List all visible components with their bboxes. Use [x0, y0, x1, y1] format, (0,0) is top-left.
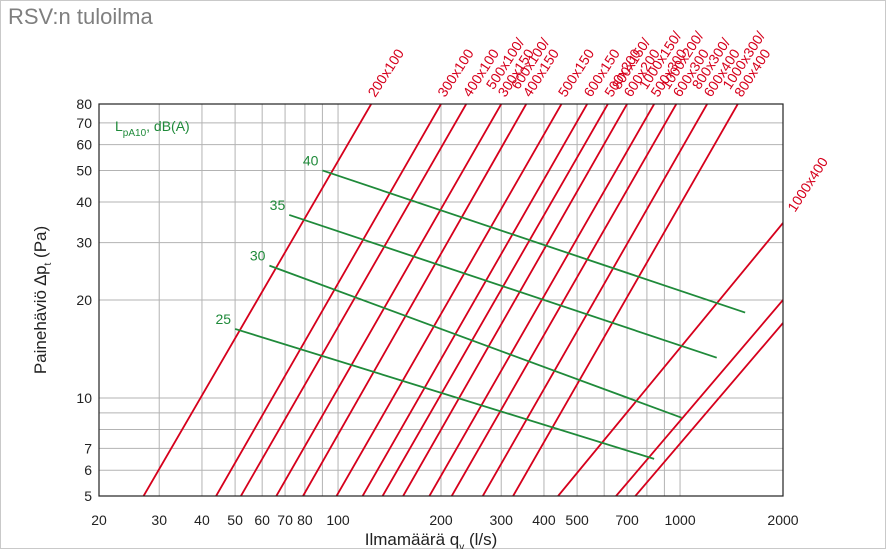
x-tick-label: 700: [615, 512, 639, 528]
noise-label-25: 25: [216, 311, 232, 327]
duct-line-3: [240, 104, 467, 496]
duct-line-2: [215, 104, 442, 496]
duct-line-15: [615, 299, 783, 496]
duct-line-6: [335, 104, 563, 496]
x-tick-label: 50: [227, 512, 243, 528]
noise-line-35: [288, 214, 717, 359]
x-axis-title: Ilmamäärä qv (l/s): [365, 530, 498, 549]
noise-line-40: [322, 169, 746, 314]
y-tick-label: 50: [76, 162, 92, 178]
x-tick-label: 30: [151, 512, 167, 528]
duct-line-4: [275, 104, 503, 496]
x-tick-label: 200: [429, 512, 453, 528]
duct-label-1000x400: 1000x400: [784, 154, 831, 214]
x-tick-label: 300: [490, 512, 514, 528]
y-tick-label: 40: [76, 194, 92, 210]
plot-border: [98, 103, 784, 497]
duct-line-1: [142, 104, 372, 496]
y-tick-label: 80: [76, 96, 92, 112]
y-tick-label: 60: [76, 137, 92, 153]
x-tick-label: 400: [532, 512, 556, 528]
x-tick-label: 40: [194, 512, 210, 528]
duct-line-16: [634, 322, 783, 496]
x-tick-label: 20: [91, 512, 107, 528]
x-tick-label: 70: [277, 512, 293, 528]
x-tick-label: 2000: [767, 512, 798, 528]
x-tick-label: 1000: [664, 512, 695, 528]
duct-line-11: [450, 104, 678, 496]
duct-line-12: [482, 104, 708, 496]
x-tick-label: 60: [254, 512, 270, 528]
y-tick-label: 20: [76, 292, 92, 308]
grid: [98, 103, 784, 497]
y-tick-label: 7: [84, 440, 92, 456]
noise-line-25: [234, 328, 655, 460]
duct-line-7: [361, 104, 588, 496]
y-tick-label: 6: [84, 462, 92, 478]
x-tick-label: 100: [326, 512, 350, 528]
duct-line-9: [402, 104, 628, 496]
axes: [98, 103, 784, 497]
duct-line-13: [512, 104, 739, 496]
series-lines: [142, 104, 783, 496]
noise-label-35: 35: [270, 197, 286, 213]
labels: 20 30 40 50 60 70 80 100 200 300 400 500 700 1000 2000…: [31, 28, 831, 549]
y-tick-label: 70: [76, 115, 92, 131]
y-axis-title: Painehäviö ∆pt (Pa): [31, 226, 54, 374]
y-tick-label: 5: [84, 488, 92, 504]
noise-label-30: 30: [250, 248, 266, 264]
duct-line-5: [302, 104, 528, 496]
noise-legend-label: LpA10, dB(A): [115, 118, 190, 139]
page-title: RSV:n tuloilma: [8, 4, 153, 29]
duct-line-8: [381, 104, 609, 496]
y-tick-label: 30: [76, 235, 92, 251]
duct-label-200x100: 200x100: [364, 46, 407, 100]
x-tick-label: 500: [565, 512, 589, 528]
noise-label-40: 40: [303, 152, 319, 168]
noise-line-30: [269, 264, 682, 419]
y-tick-label: 10: [76, 390, 92, 406]
duct-line-14: [557, 222, 783, 496]
x-tick-label: 80: [297, 512, 313, 528]
